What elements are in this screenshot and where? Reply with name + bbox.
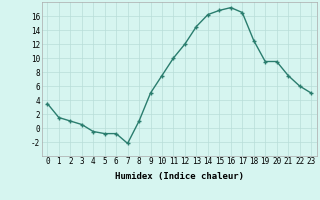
X-axis label: Humidex (Indice chaleur): Humidex (Indice chaleur) (115, 172, 244, 181)
